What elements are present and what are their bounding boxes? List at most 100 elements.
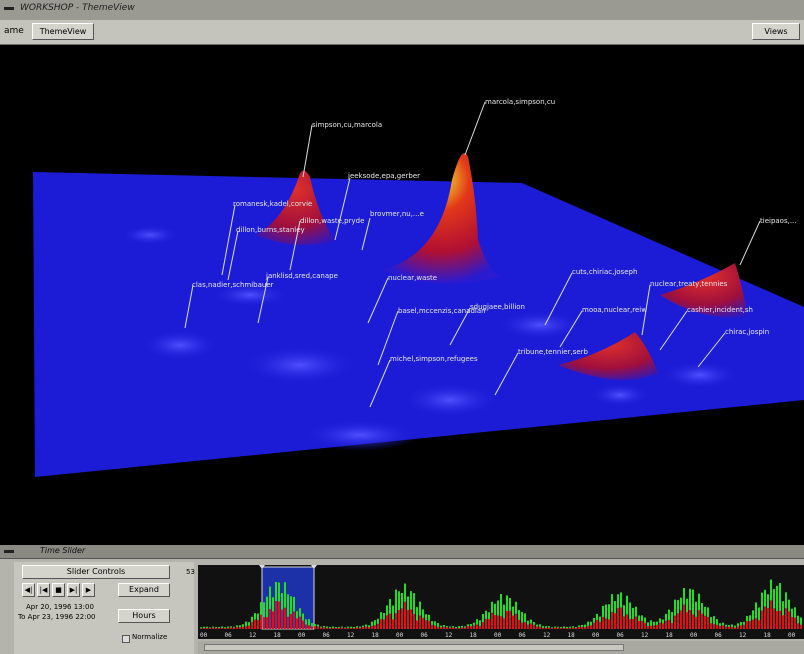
histogram-bar-topic [407, 610, 409, 629]
histogram-bar-topic [572, 627, 574, 629]
histogram-bar-total [434, 621, 436, 629]
histogram-bar-total [776, 585, 778, 629]
time-tick-label: 00 [200, 632, 208, 639]
histogram-bar-total [266, 596, 268, 629]
histogram-bar-topic [305, 624, 307, 629]
slider-controls-button[interactable]: Slider Controls [22, 565, 170, 579]
normalize-checkbox[interactable] [122, 635, 130, 643]
themeview-tab[interactable]: ThemeView [32, 23, 94, 40]
time-tick-label: 00 [788, 632, 796, 639]
histogram-bar-topic [440, 627, 442, 629]
histogram-bar-topic [326, 627, 328, 629]
peak-label: tribune,tennier,serb [518, 348, 589, 356]
histogram-bar-topic [431, 624, 433, 629]
histogram-bar-total [710, 616, 712, 629]
histogram-bar-topic [287, 616, 289, 629]
views-button[interactable]: Views [752, 23, 800, 40]
nav-prev-button[interactable]: |◀ [37, 583, 50, 597]
histogram-bar-total [545, 626, 547, 629]
histogram-bar-topic [482, 622, 484, 629]
histogram-bar-topic [383, 619, 385, 629]
histogram-bar-total [290, 596, 292, 629]
histogram-bar-topic [365, 626, 367, 629]
time-tick-label: 18 [274, 632, 282, 639]
time-tick-labels: 00 06 12 18 00 06 12 18 00 06 12 18 00 06 12 18 00 06 12 18… [200, 632, 796, 639]
histogram-bar-total [437, 622, 439, 629]
histogram-bar-topic [704, 615, 706, 629]
histogram-bar-total [587, 621, 589, 629]
histogram-bar-total [350, 626, 352, 629]
histogram-bar-topic [284, 607, 286, 629]
histogram-bar-topic [491, 612, 493, 629]
histogram-bar-topic [620, 607, 622, 629]
histogram-bar-topic [719, 625, 721, 629]
histogram-bar-total [326, 626, 328, 629]
histogram-bar-topic [686, 612, 688, 629]
nav-next-button[interactable]: ▶| [67, 583, 80, 597]
histogram-bar-total [419, 601, 421, 629]
histogram-bar-topic [428, 620, 430, 629]
histogram-bar-topic [605, 618, 607, 629]
histogram-bar-topic [506, 611, 508, 629]
panel-menu-icon[interactable] [4, 550, 14, 553]
nav-stop-button[interactable]: ■ [52, 583, 65, 597]
expand-button[interactable]: Expand [118, 583, 170, 597]
histogram-bar-topic [296, 618, 298, 629]
histogram-bar-topic [797, 623, 799, 629]
histogram-bar-topic [752, 619, 754, 629]
histogram-bar-topic [626, 614, 628, 629]
nav-play-button[interactable]: ▶ [82, 583, 95, 597]
selection-handle-left[interactable] [259, 565, 265, 569]
histogram-bar-topic [263, 617, 265, 629]
histogram-bar-topic [662, 623, 664, 629]
histogram-bar-topic [341, 627, 343, 629]
scrollbar-thumb[interactable] [204, 644, 624, 651]
histogram-bar-topic [779, 610, 781, 629]
selection-handle-right[interactable] [311, 565, 317, 569]
window-menu-icon[interactable] [4, 7, 14, 10]
histogram-bar-topic [584, 627, 586, 629]
histogram-bar-topic [215, 627, 217, 629]
histogram-bar-topic [557, 627, 559, 629]
histogram-bar-topic [509, 610, 511, 629]
histogram-bar-topic [497, 615, 499, 629]
histogram-bar-topic [731, 626, 733, 629]
histogram-bar-topic [359, 627, 361, 629]
histogram-bar-topic [722, 625, 724, 629]
histogram-bar-topic [563, 628, 565, 629]
histogram-bar-total [203, 626, 205, 629]
themeview-3d-viewport[interactable]: simpson,cu,marcola marcola,simpson,cu je… [0, 45, 804, 545]
time-tick-label: 12 [739, 632, 747, 639]
time-tick-label: 18 [764, 632, 772, 639]
histogram-bar-topic [737, 626, 739, 629]
histogram-bar-topic [458, 627, 460, 629]
time-histogram[interactable]: 00 06 12 18 00 06 12 18 00 06 12 18 00 06 12 18 00 06 12 18… [198, 565, 804, 639]
histogram-bar-topic [302, 620, 304, 629]
histogram-bar-topic [656, 624, 658, 629]
time-scrollbar[interactable] [198, 641, 804, 654]
histogram-bar-total [653, 621, 655, 629]
histogram-bar-topic [503, 618, 505, 629]
histogram-bar-total [455, 626, 457, 629]
histogram-bar-topic [791, 617, 793, 629]
time-tick-label: 00 [298, 632, 306, 639]
histogram-bar-topic [653, 625, 655, 629]
histogram-bar-topic [761, 610, 763, 629]
histogram-bar-topic [575, 627, 577, 629]
histogram-bar-topic [785, 608, 787, 629]
histogram-bar-topic [536, 626, 538, 629]
histogram-bar-topic [266, 617, 268, 629]
histogram-bar-total [521, 612, 523, 629]
histogram-bar-topic [533, 624, 535, 629]
peak-label: dillon,burns,stanley [236, 226, 305, 234]
peak-label: nuclear,treaty,tennies [650, 280, 728, 288]
histogram-bar-topic [494, 615, 496, 629]
histogram-bar-topic [476, 624, 478, 629]
histogram-bar-topic [527, 624, 529, 629]
units-select[interactable]: Hours [118, 609, 170, 623]
histogram-bar-total [695, 601, 697, 629]
histogram-bar-total [221, 626, 223, 629]
histogram-bar-total [563, 626, 565, 629]
histogram-bar-topic [437, 626, 439, 629]
nav-first-button[interactable]: ◀| [22, 583, 35, 597]
